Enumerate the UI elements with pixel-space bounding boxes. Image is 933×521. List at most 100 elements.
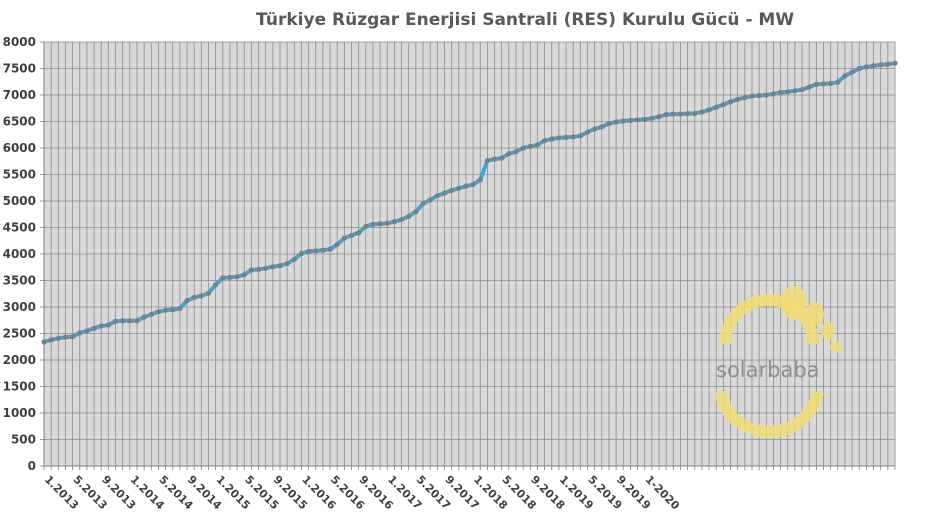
data-point bbox=[470, 181, 476, 188]
data-point bbox=[170, 307, 176, 313]
data-point bbox=[735, 96, 741, 102]
data-point bbox=[348, 232, 355, 239]
data-point bbox=[806, 84, 812, 90]
data-point bbox=[556, 135, 562, 141]
data-point bbox=[220, 275, 226, 281]
data-point bbox=[449, 187, 455, 193]
data-point bbox=[892, 60, 898, 66]
solarbaba-watermark: solarbaba bbox=[714, 286, 842, 439]
data-point bbox=[727, 99, 734, 105]
data-point bbox=[298, 250, 305, 257]
data-point bbox=[634, 117, 641, 123]
data-point bbox=[62, 334, 69, 340]
y-tick-label: 1500 bbox=[3, 380, 36, 394]
data-point bbox=[527, 143, 533, 150]
x-tick-labels: 1.20135.20139.20131.20145.20149.20141.20… bbox=[42, 473, 682, 513]
watermark-text: solarbaba bbox=[716, 358, 820, 382]
data-point bbox=[84, 328, 90, 334]
y-tick-label: 2500 bbox=[3, 327, 36, 341]
y-tick-label: 8000 bbox=[3, 35, 36, 49]
data-point bbox=[327, 246, 333, 252]
data-point bbox=[506, 151, 512, 157]
data-point bbox=[70, 334, 76, 340]
data-point bbox=[649, 115, 655, 121]
data-point bbox=[334, 241, 340, 248]
data-point bbox=[570, 134, 576, 140]
data-point bbox=[77, 330, 83, 336]
data-point bbox=[105, 322, 111, 328]
data-point bbox=[563, 134, 569, 140]
data-point bbox=[606, 121, 612, 127]
data-point bbox=[284, 260, 290, 267]
y-tick-label: 7000 bbox=[3, 88, 36, 102]
data-point bbox=[813, 81, 819, 87]
data-point bbox=[306, 248, 312, 254]
data-point bbox=[756, 92, 762, 99]
data-point bbox=[356, 230, 362, 236]
data-point bbox=[391, 219, 398, 225]
data-point bbox=[577, 133, 583, 139]
data-point bbox=[241, 272, 247, 278]
data-point bbox=[677, 111, 684, 117]
data-point bbox=[792, 88, 798, 94]
data-point bbox=[770, 91, 777, 97]
data-point bbox=[434, 193, 440, 199]
data-point bbox=[742, 95, 748, 101]
y-tick-label: 5500 bbox=[3, 168, 36, 182]
y-tick-label: 2000 bbox=[3, 353, 36, 367]
chart-title: Türkiye Rüzgar Enerjisi Santrali (RES) K… bbox=[255, 10, 795, 30]
y-tick-label: 6500 bbox=[3, 115, 36, 129]
data-point bbox=[277, 263, 283, 269]
y-tick-label: 0 bbox=[28, 459, 36, 473]
data-point bbox=[713, 104, 719, 110]
data-point bbox=[656, 114, 662, 120]
data-point bbox=[799, 87, 805, 93]
data-point bbox=[627, 117, 634, 124]
data-point bbox=[248, 267, 254, 273]
data-point bbox=[849, 69, 855, 75]
data-point bbox=[370, 221, 376, 227]
data-point bbox=[870, 63, 877, 69]
watermark-sun-dot-tiny bbox=[830, 341, 842, 353]
data-point bbox=[112, 318, 119, 324]
data-point bbox=[720, 101, 726, 108]
data-point bbox=[777, 89, 784, 95]
data-point bbox=[263, 265, 269, 271]
data-point bbox=[685, 110, 691, 117]
data-point bbox=[670, 111, 676, 117]
data-point bbox=[398, 216, 405, 223]
data-point bbox=[706, 107, 712, 113]
y-tick-label: 6000 bbox=[3, 141, 36, 155]
data-point bbox=[134, 318, 140, 324]
data-point bbox=[377, 221, 383, 227]
data-point bbox=[785, 89, 791, 95]
y-tick-label: 5000 bbox=[3, 194, 36, 208]
data-point bbox=[692, 110, 698, 117]
data-point bbox=[749, 93, 755, 99]
y-tick-label: 4000 bbox=[3, 247, 36, 261]
data-point bbox=[184, 298, 190, 304]
data-point bbox=[699, 109, 705, 115]
y-tick-label: 3000 bbox=[3, 300, 36, 314]
data-point bbox=[663, 112, 669, 118]
data-point bbox=[127, 318, 133, 324]
data-point bbox=[41, 339, 47, 345]
y-tick-label: 7500 bbox=[3, 62, 36, 76]
data-point bbox=[592, 126, 598, 132]
data-point bbox=[98, 323, 104, 329]
data-point bbox=[427, 197, 433, 203]
data-point bbox=[513, 149, 519, 155]
data-point bbox=[198, 293, 204, 299]
data-point bbox=[463, 183, 469, 189]
data-point bbox=[234, 274, 240, 280]
data-point bbox=[141, 314, 147, 320]
y-tick-label: 1000 bbox=[3, 406, 36, 420]
data-point bbox=[599, 124, 605, 130]
data-point bbox=[584, 129, 591, 135]
y-tick-label: 3500 bbox=[3, 274, 36, 288]
data-point bbox=[835, 79, 841, 85]
data-point bbox=[420, 201, 426, 207]
data-point bbox=[341, 235, 347, 241]
